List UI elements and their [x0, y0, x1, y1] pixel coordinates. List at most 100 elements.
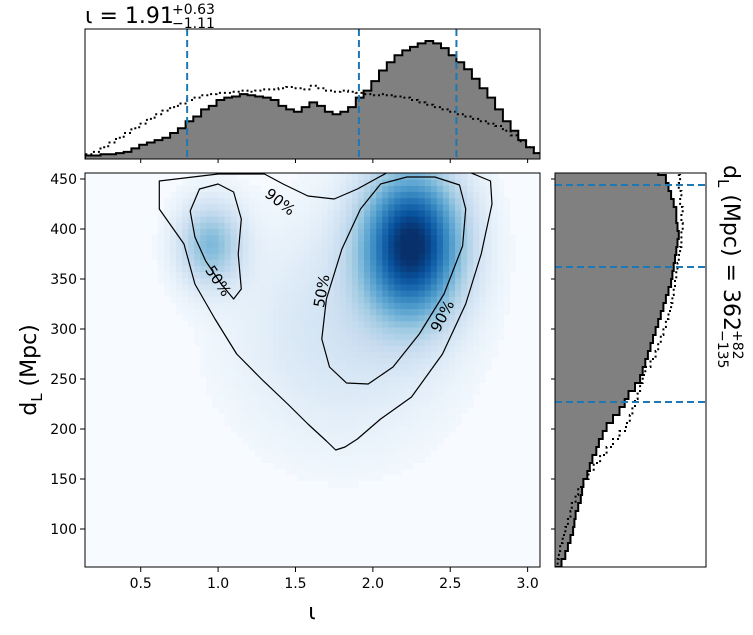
heatmap-cell [339, 370, 347, 377]
heatmap-cell [200, 216, 207, 223]
heatmap-cell [206, 351, 213, 359]
heatmap-cell [267, 419, 274, 427]
heatmap-cell [333, 246, 341, 254]
heatmap-cell [254, 277, 262, 285]
heatmap-cell [455, 234, 462, 242]
heatmap-cell [315, 326, 323, 334]
heatmap-cell [400, 216, 408, 223]
heatmap-cell [176, 240, 183, 248]
heatmap-cell [327, 320, 335, 328]
heatmap-cell [418, 246, 426, 254]
heatmap-cell [358, 320, 365, 328]
heatmap-cell [400, 246, 408, 254]
heatmap-cell [351, 419, 359, 427]
heatmap-cell [321, 462, 329, 470]
heatmap-cell [358, 234, 365, 242]
heatmap-cell [327, 246, 335, 254]
heatmap-cell [388, 289, 395, 297]
y-tick-label: 200 [50, 422, 77, 438]
heatmap-cell [436, 173, 444, 180]
heatmap-cell [467, 203, 474, 211]
heatmap-cell [412, 363, 420, 371]
heatmap-cell [248, 443, 256, 451]
heatmap-cell [424, 179, 432, 186]
heatmap-cell [224, 222, 232, 230]
heatmap-cell [176, 203, 183, 211]
heatmap-cell [218, 363, 226, 371]
heatmap-cell [449, 326, 456, 334]
heatmap-cell [218, 197, 226, 205]
heatmap-cell [218, 320, 226, 328]
heatmap-cell [400, 296, 408, 303]
y-summary-median: 362 [718, 289, 743, 331]
heatmap-cell [370, 265, 377, 273]
heatmap-cell [273, 185, 280, 193]
heatmap-cell [309, 197, 317, 205]
heatmap-cell [297, 209, 304, 217]
heatmap-cell [449, 222, 456, 230]
heatmap-cell [218, 173, 226, 180]
heatmap-cell [291, 259, 298, 266]
heatmap-cell [230, 259, 238, 266]
heatmap-cell [291, 425, 298, 433]
heatmap-cell [218, 271, 226, 279]
heatmap-cell [212, 197, 220, 205]
heatmap-cell [236, 363, 244, 371]
heatmap-cell [400, 351, 408, 359]
heatmap-cell [400, 209, 408, 217]
heatmap-cell [279, 388, 286, 396]
heatmap-cell [248, 302, 256, 310]
heatmap-cell [449, 209, 456, 217]
heatmap-cell [291, 388, 298, 396]
heatmap-cell [351, 191, 359, 199]
heatmap-cell [382, 339, 389, 346]
heatmap-cell [479, 320, 486, 328]
heatmap-cell [436, 283, 444, 291]
heatmap-cell [497, 308, 505, 316]
heatmap-cell [461, 197, 468, 205]
heatmap-cell [230, 413, 238, 420]
heatmap-cell [260, 326, 268, 334]
heatmap-cell [418, 228, 426, 236]
heatmap-cell [485, 259, 493, 266]
heatmap-cell [442, 234, 450, 242]
heatmap-cell [285, 443, 292, 451]
heatmap-cell [424, 296, 432, 303]
heatmap-cell [430, 308, 438, 316]
heatmap-cell [260, 222, 268, 230]
heatmap-cell [449, 314, 456, 322]
heatmap-cell [351, 277, 359, 285]
heatmap-cell [430, 296, 438, 303]
heatmap-cell [224, 314, 232, 322]
heatmap-cell [461, 259, 468, 266]
heatmap-cell [327, 363, 335, 371]
heatmap-cell [309, 394, 317, 402]
heatmap-cell [339, 419, 347, 427]
heatmap-cell [279, 326, 286, 334]
heatmap-cell [351, 462, 359, 470]
heatmap-cell [273, 345, 280, 353]
heatmap-cell [442, 376, 450, 383]
heatmap-cell [260, 283, 268, 291]
heatmap-cell [394, 234, 402, 242]
heatmap-cell [267, 400, 274, 408]
heatmap-cell [370, 185, 377, 193]
heatmap-cell [491, 228, 499, 236]
heatmap-cell [358, 253, 365, 260]
heatmap-cell [212, 265, 220, 273]
heatmap-cell [327, 419, 335, 427]
heatmap-cell [418, 339, 426, 346]
heatmap-cell [315, 339, 323, 346]
heatmap-cell [297, 351, 304, 359]
heatmap-cell [406, 345, 414, 353]
heatmap-cell [303, 296, 311, 303]
heatmap-cell [163, 240, 171, 248]
heatmap-cell [406, 216, 414, 223]
heatmap-cell [333, 419, 341, 427]
heatmap-cell [206, 246, 213, 254]
heatmap-cell [297, 394, 304, 402]
heatmap-cell [364, 253, 371, 260]
contour-label: 50% [310, 273, 334, 309]
heatmap-cell [370, 326, 377, 334]
heatmap-cell [339, 209, 347, 217]
